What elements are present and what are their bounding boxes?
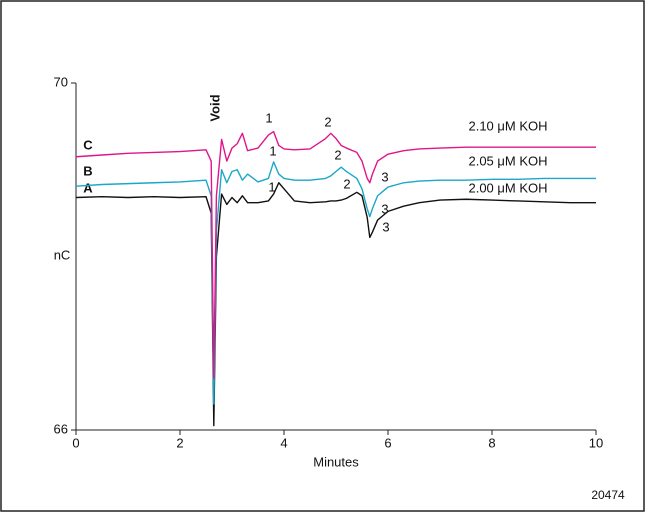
trace-label: A	[83, 180, 93, 195]
peak-label: 3	[381, 169, 388, 184]
x-axis-label: Minutes	[313, 454, 359, 469]
trace-label: B	[83, 163, 92, 178]
x-tick-label: 2	[176, 435, 183, 450]
peak-label: 2	[324, 114, 331, 129]
trace	[75, 161, 596, 405]
x-tick-label: 10	[589, 435, 603, 450]
x-tick-label: 0	[72, 435, 79, 450]
peak-label: 2	[334, 147, 341, 162]
x-tick-label: 6	[384, 435, 391, 450]
peak-label: 1	[265, 110, 272, 125]
trace	[75, 182, 596, 427]
trace	[75, 130, 596, 379]
x-tick-label: 8	[488, 435, 495, 450]
trace-name: 2.05 μM KOH	[468, 153, 547, 168]
trace-name: 2.10 μM KOH	[468, 118, 547, 133]
figure-number: 20474	[591, 488, 625, 502]
peak-label: 3	[381, 201, 388, 216]
peak-label: 3	[382, 219, 389, 234]
peak-label: 1	[269, 143, 276, 158]
trace-name: 2.00 μM KOH	[468, 180, 547, 195]
y-tick-label: 66	[54, 421, 68, 436]
void-label: Void	[207, 94, 222, 121]
y-axis-label: nC	[54, 247, 71, 262]
peak-label: 2	[343, 176, 350, 191]
y-tick-label: 70	[54, 74, 68, 89]
trace-label: C	[83, 137, 93, 152]
peak-label: 1	[268, 179, 275, 194]
x-tick-label: 4	[280, 435, 287, 450]
